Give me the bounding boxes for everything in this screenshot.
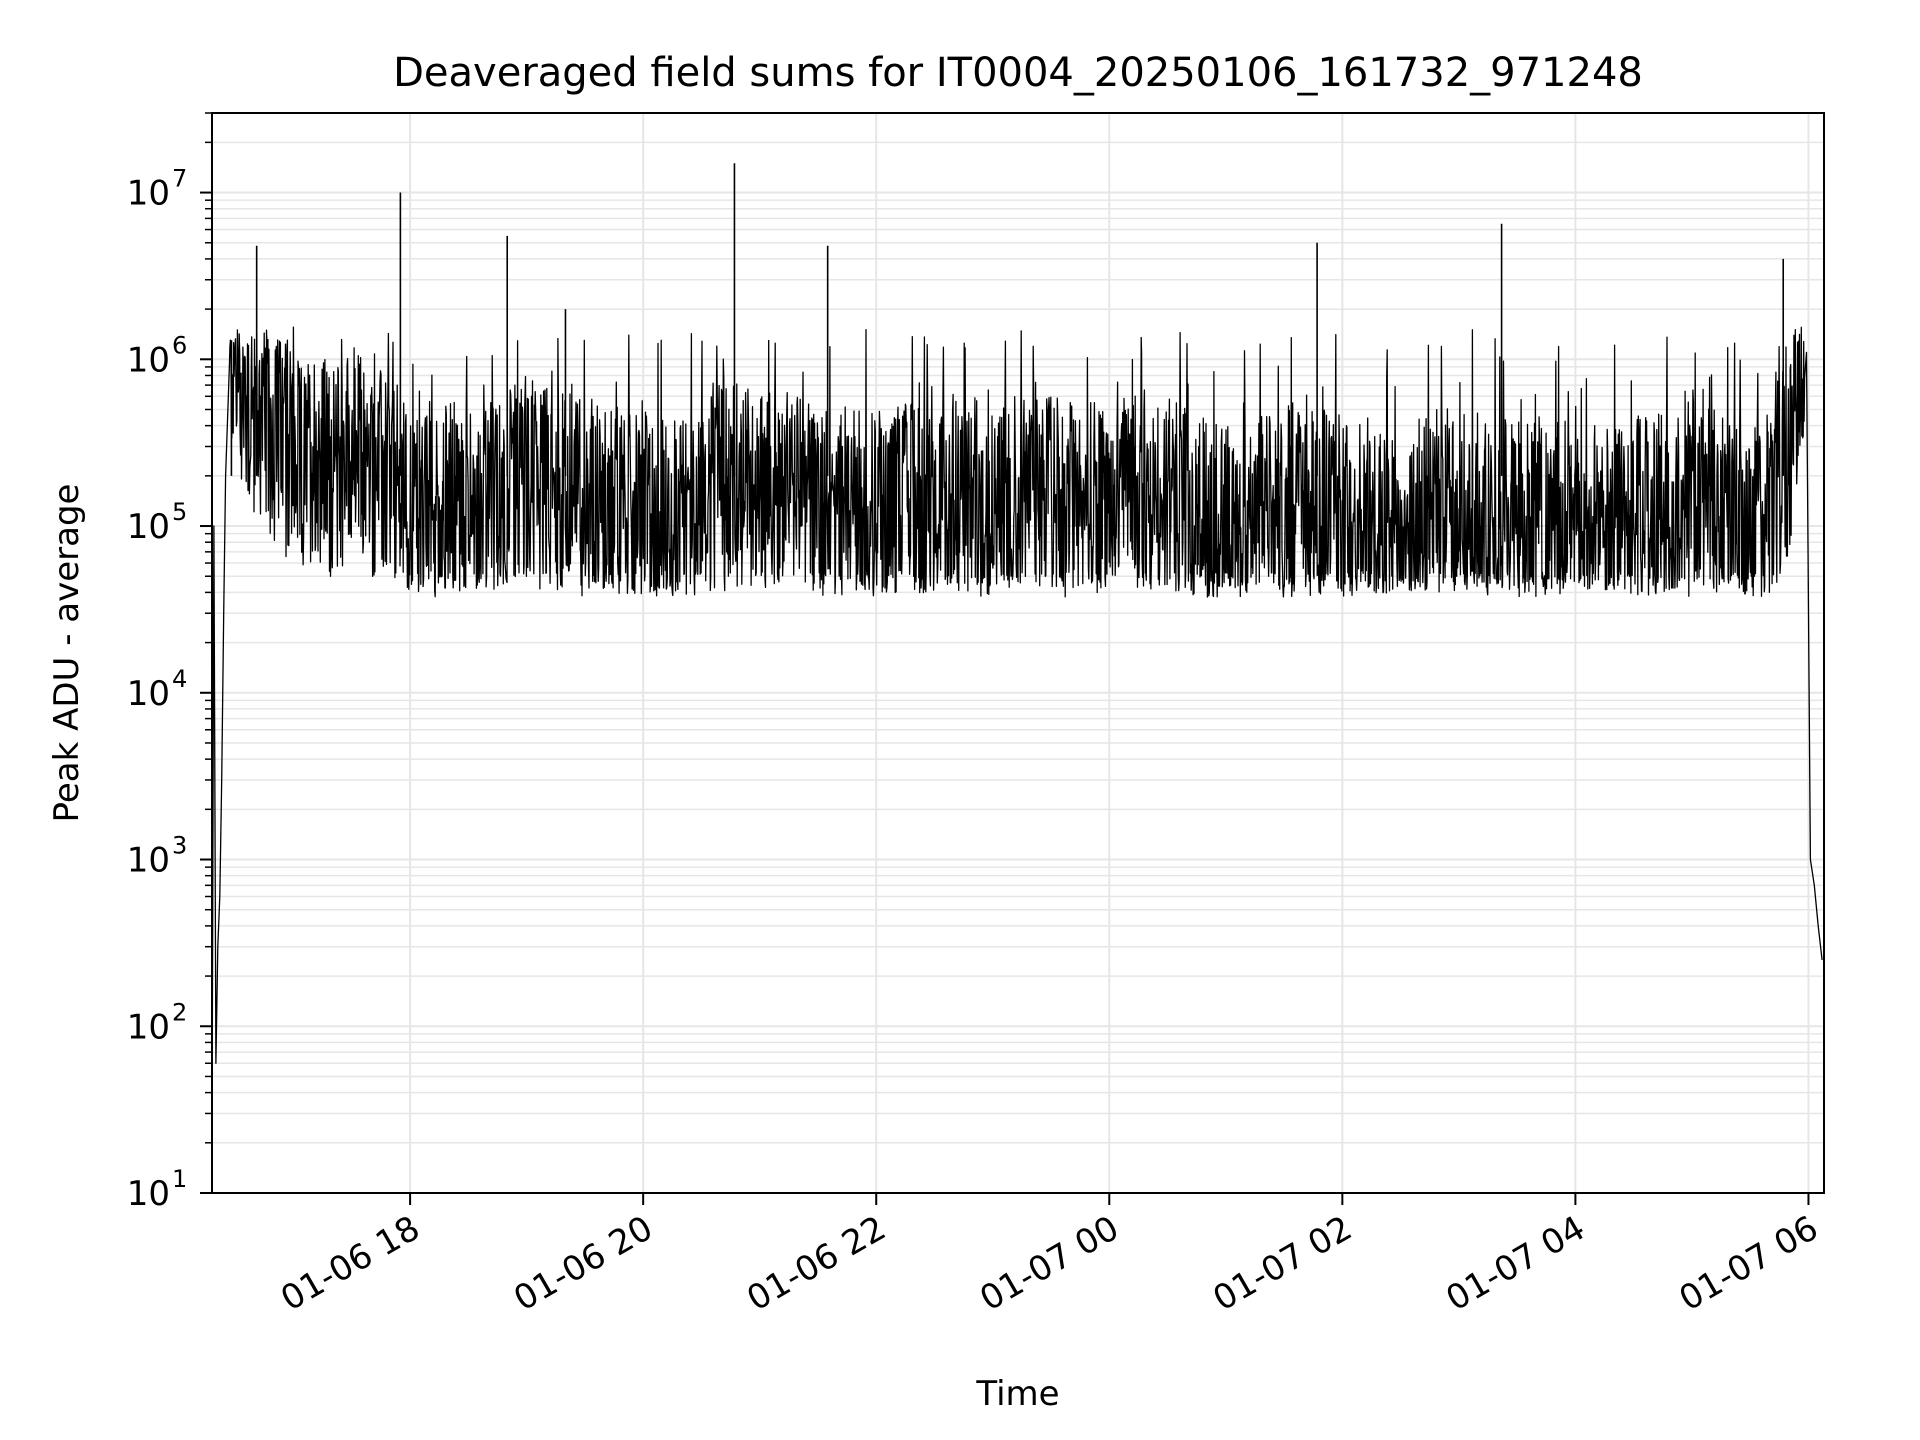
y-tick-label-exponent: 5	[172, 498, 187, 526]
x-tick-label: 01-06 18	[274, 1208, 426, 1319]
y-tick-label-exponent: 6	[172, 331, 187, 359]
x-axis: 01-06 18 01-06 20 01-06 22 01-07 00 01-07 02…	[274, 1193, 1825, 1319]
x-tick-label: 01-06 20	[507, 1208, 659, 1319]
y-tick-label: 10	[127, 174, 170, 214]
x-tick-label: 01-07 06	[1673, 1208, 1825, 1319]
y-tick-label: 10	[127, 340, 170, 380]
y-tick-label: 10	[127, 1174, 170, 1214]
x-axis-label: Time	[975, 1374, 1059, 1414]
x-tick-label: 01-07 00	[973, 1208, 1125, 1319]
chart-title: Deaveraged field sums for IT0004_2025010…	[393, 50, 1643, 96]
plot-area	[211, 163, 1823, 1143]
x-tick-label: 01-07 02	[1206, 1208, 1358, 1319]
y-tick-label-exponent: 4	[172, 665, 187, 693]
y-tick-label: 10	[127, 674, 170, 714]
y-tick-label: 10	[127, 507, 170, 547]
x-tick-label: 01-06 22	[740, 1208, 892, 1319]
y-tick-label-exponent: 2	[172, 998, 187, 1026]
major-grid	[212, 113, 1824, 1194]
y-tick-label-exponent: 3	[172, 832, 187, 860]
y-tick-label-exponent: 1	[172, 1165, 187, 1193]
y-axis-label: Peak ADU - average	[47, 484, 87, 823]
series-line	[211, 326, 1823, 1143]
y-tick-label: 10	[127, 841, 170, 881]
minor-grid	[212, 112, 1824, 1144]
axes-frame	[211, 112, 1825, 1194]
x-tick-label: 01-07 04	[1440, 1208, 1592, 1319]
y-tick-label: 10	[127, 1007, 170, 1047]
y-tick-label-exponent: 7	[172, 165, 187, 193]
